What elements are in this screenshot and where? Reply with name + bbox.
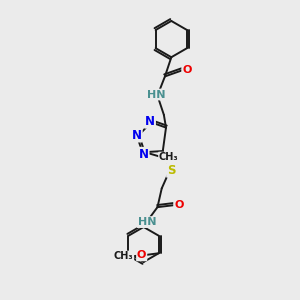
Text: CH₃: CH₃ — [114, 251, 134, 261]
Text: N: N — [145, 115, 155, 128]
Text: CH₃: CH₃ — [159, 152, 178, 163]
Text: HN: HN — [146, 89, 165, 100]
Text: N: N — [132, 129, 142, 142]
Text: O: O — [174, 200, 184, 210]
Text: O: O — [182, 65, 192, 75]
Text: HN: HN — [138, 217, 156, 227]
Text: N: N — [139, 148, 148, 161]
Text: O: O — [137, 250, 146, 260]
Text: S: S — [167, 164, 176, 177]
